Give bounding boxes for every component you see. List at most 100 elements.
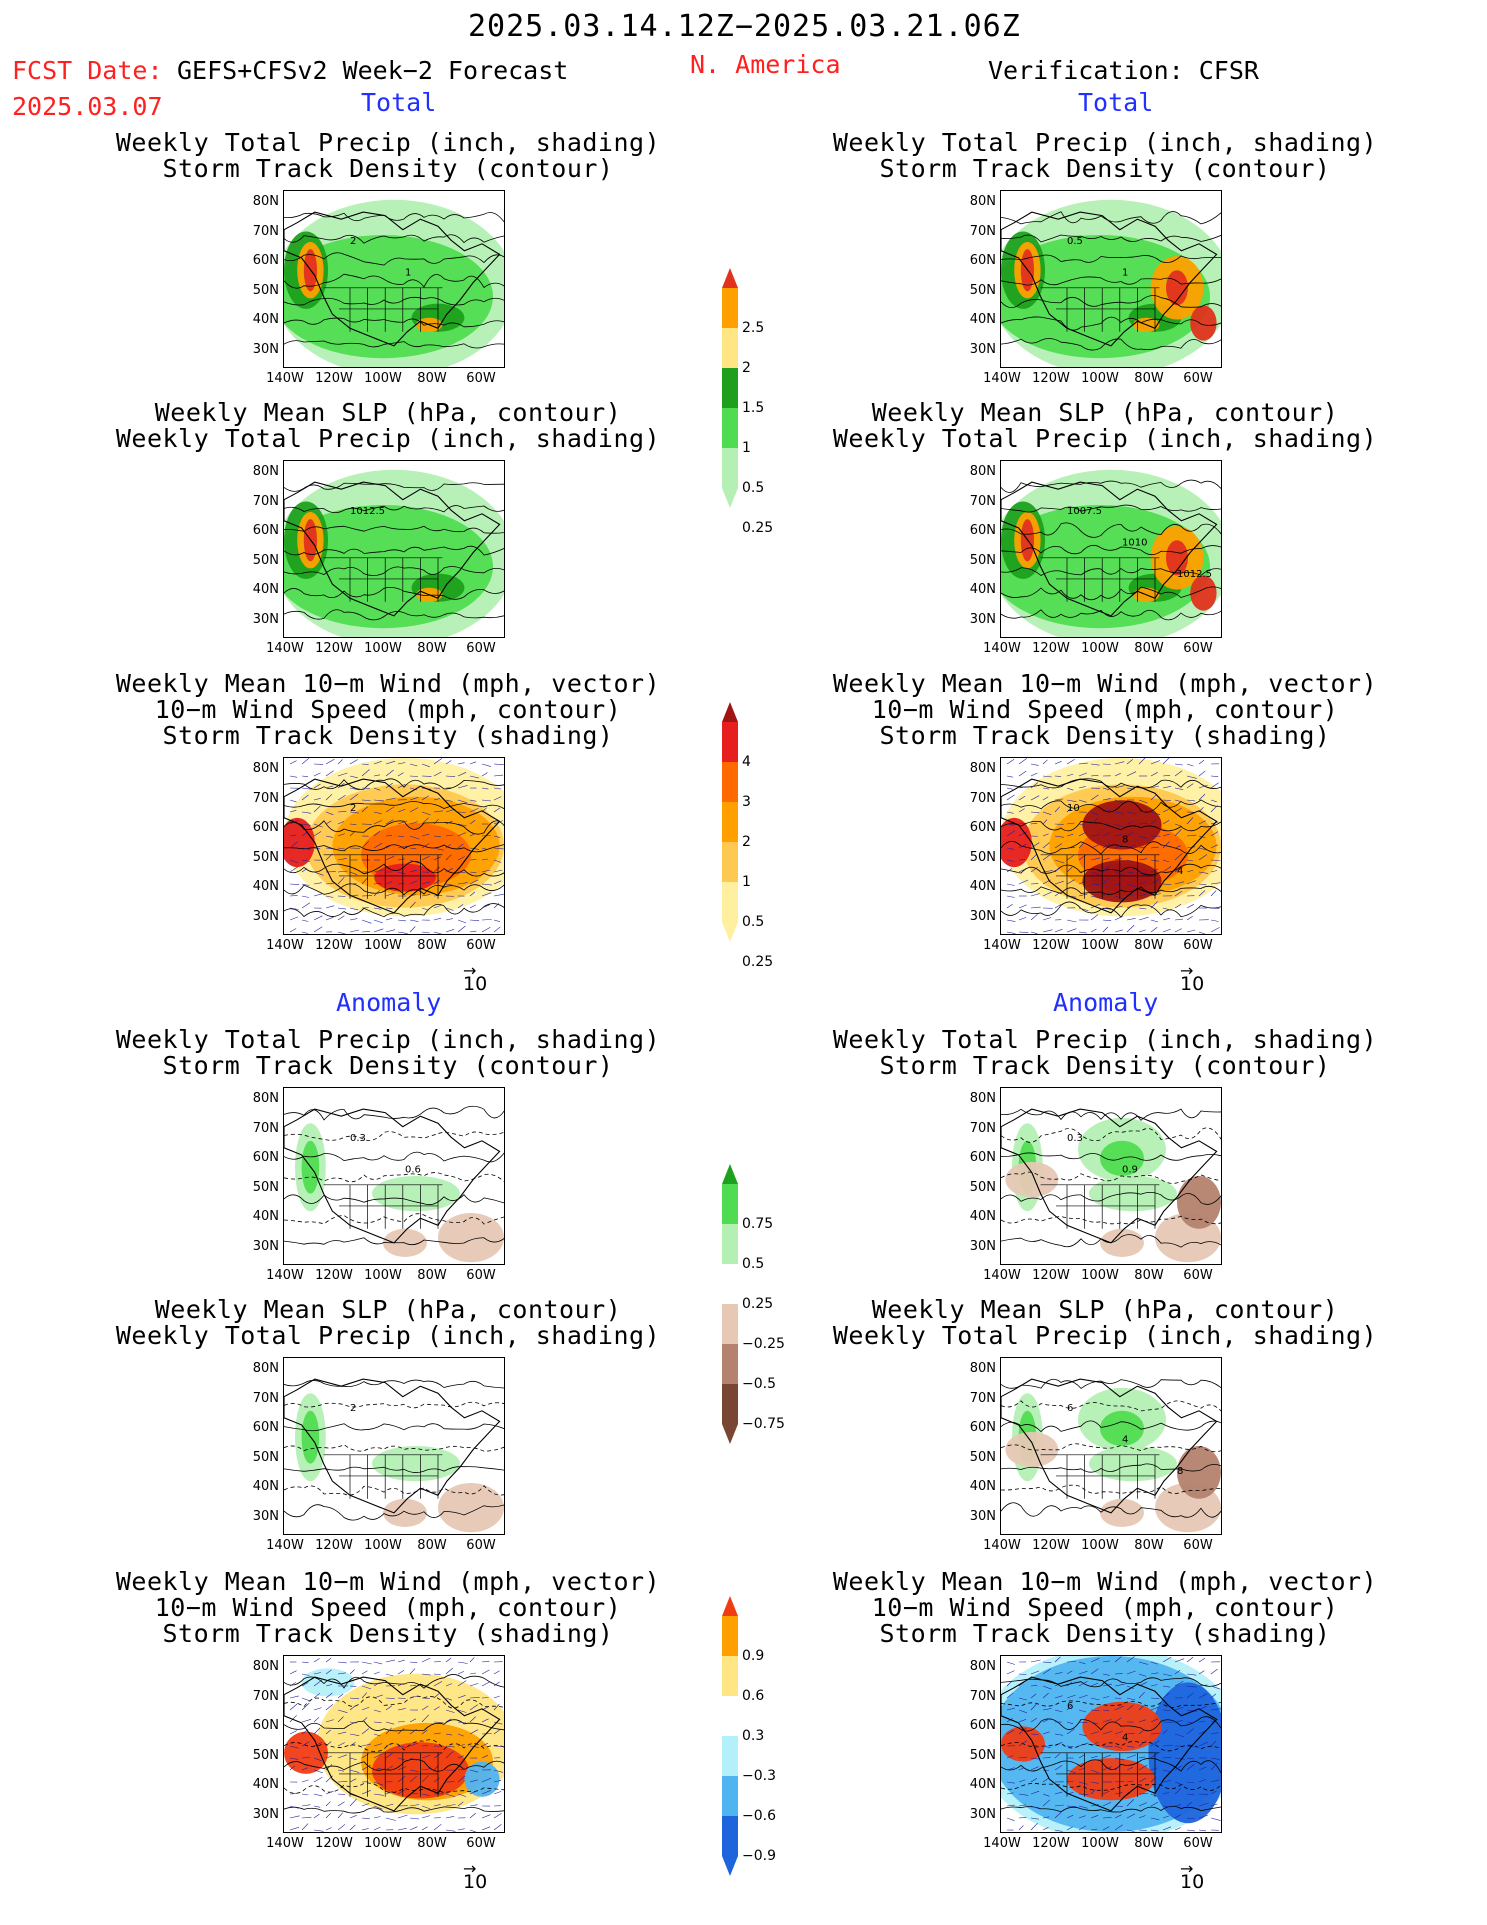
lat-label: 80N	[969, 1091, 996, 1106]
lon-label: 120W	[315, 371, 353, 386]
colorbar-precip_anom-svg	[722, 1164, 738, 1444]
lat-label: 80N	[252, 194, 279, 209]
contour-label: 0.5	[1067, 236, 1083, 247]
colorbar-bottom-tip	[722, 1424, 738, 1444]
lat-label: 70N	[252, 790, 279, 806]
colorbar-segment	[722, 802, 738, 842]
shading-region	[438, 1482, 504, 1533]
lat-label: 60N	[969, 1150, 996, 1165]
panel-title-right-anom_1-line1: Weekly Total Precip (inch, shading)	[832, 1025, 1378, 1054]
lon-label: 100W	[364, 641, 402, 656]
lon-label: 100W	[364, 1836, 402, 1851]
lat-label: 60N	[969, 820, 996, 835]
section-anomaly-right: Anomaly	[1053, 988, 1159, 1017]
lon-label: 80W	[1134, 1268, 1164, 1283]
map-canvas: 2	[284, 1358, 504, 1534]
lat-label: 80N	[252, 464, 279, 479]
coastline	[284, 778, 501, 914]
wind-vectors	[289, 1657, 504, 1832]
lat-label: 60N	[252, 820, 279, 835]
panel-title-right-anom_3-line2: 10−m Wind Speed (mph, contour)	[871, 1593, 1339, 1622]
lon-label: 60W	[1183, 1836, 1213, 1851]
lat-label: 70N	[969, 223, 996, 239]
lon-label: 120W	[315, 938, 353, 953]
panel-title-right-total_1-line1: Weekly Total Precip (inch, shading)	[832, 128, 1378, 157]
lat-label: 50N	[969, 1179, 996, 1195]
state-borders	[1040, 1184, 1160, 1229]
coastline	[1001, 481, 1218, 617]
coastline	[1001, 1378, 1218, 1514]
shading-region	[1190, 305, 1217, 341]
lat-label: 40N	[252, 879, 279, 894]
lat-label: 30N	[969, 908, 996, 924]
colorbar-segment	[722, 1344, 738, 1384]
contour-label: 4	[1122, 1434, 1128, 1445]
map-canvas: 64	[1001, 1656, 1221, 1832]
lat-label: 80N	[969, 194, 996, 209]
shading-region	[464, 1761, 500, 1797]
lon-label: 120W	[315, 641, 353, 656]
colorbar-segment	[722, 1304, 738, 1344]
lat-label: 50N	[252, 282, 279, 298]
date-range-title: 2025.03.14.12Z−2025.03.21.06Z	[468, 9, 1021, 44]
lat-label: 40N	[969, 312, 996, 327]
lat-label: 60N	[252, 1420, 279, 1435]
map-canvas: 0.3 0.9	[1001, 1088, 1221, 1264]
lat-label: 80N	[252, 1091, 279, 1106]
lon-label: 60W	[466, 938, 496, 953]
colorbar-track_anom: 0.9 0.6 0.3 −0.3 −0.6 −0.9	[720, 1596, 810, 1916]
panel-title-left-anom_2-line1: Weekly Mean SLP (hPa, contour)	[154, 1295, 622, 1324]
shading-region	[1100, 1498, 1144, 1527]
contour-lines	[1001, 1677, 1221, 1813]
colorbar-segment	[722, 1384, 738, 1424]
colorbar-label: 0.5	[742, 1256, 765, 1272]
colorbar-segment	[722, 408, 738, 448]
shading-region	[1100, 1228, 1144, 1257]
lat-label: 50N	[969, 282, 996, 298]
panel-title-left-total_1-line2: Storm Track Density (contour)	[162, 154, 614, 183]
panel-title-left-total_2-line1: Weekly Mean SLP (hPa, contour)	[154, 398, 622, 427]
lat-label: 60N	[969, 523, 996, 538]
lat-label: 50N	[969, 849, 996, 865]
coastline	[284, 1676, 501, 1812]
map-panel-right-anom_2: 6 4 8	[1000, 1357, 1222, 1535]
lat-label: 80N	[969, 761, 996, 776]
verification-label: Verification: CFSR	[988, 56, 1259, 85]
lon-label: 140W	[983, 1268, 1021, 1283]
lat-label: 70N	[969, 1120, 996, 1136]
lon-label: 120W	[1032, 641, 1070, 656]
lon-label: 100W	[364, 1538, 402, 1553]
lat-label: 30N	[969, 1238, 996, 1254]
shading-region	[438, 1212, 504, 1263]
lat-label: 40N	[969, 582, 996, 597]
colorbar-segment	[722, 448, 738, 488]
shading-region	[1166, 540, 1188, 576]
colorbar-label: 0.75	[742, 1216, 774, 1232]
contour-label: 10	[1067, 803, 1080, 814]
contour-lines	[1001, 1108, 1221, 1248]
lon-label: 60W	[1183, 1268, 1213, 1283]
lon-label: 120W	[315, 1268, 353, 1283]
lon-label: 80W	[417, 1836, 447, 1851]
lat-label: 60N	[969, 1718, 996, 1733]
colorbar-label: 0.9	[742, 1648, 765, 1664]
lon-label: 140W	[266, 371, 304, 386]
lat-label: 40N	[969, 879, 996, 894]
lon-label: 140W	[983, 938, 1021, 953]
colorbar-track_total: 4 3 2 1 0.5 0.25	[720, 702, 810, 982]
map-panel-right-total_1: 0.5 1	[1000, 190, 1222, 368]
shading-region	[284, 1731, 328, 1774]
colorbar-label: 0.5	[742, 914, 765, 930]
contour-label: 6	[1067, 1403, 1073, 1414]
lat-label: 60N	[252, 1150, 279, 1165]
coastline	[1001, 1676, 1218, 1812]
panel-title-right-anom_3-line1: Weekly Mean 10−m Wind (mph, vector)	[832, 1567, 1378, 1596]
contour-label: 0.3	[350, 1133, 366, 1144]
vector-reference-value: 10	[463, 973, 488, 995]
vector-reference-value: 10	[463, 1871, 488, 1893]
panel-title-right-total_2-line2: Weekly Total Precip (inch, shading)	[832, 424, 1378, 453]
contour-lines	[284, 1379, 504, 1521]
panel-title-left-anom_1-line2: Storm Track Density (contour)	[162, 1051, 614, 1080]
lat-label: 70N	[252, 1688, 279, 1704]
